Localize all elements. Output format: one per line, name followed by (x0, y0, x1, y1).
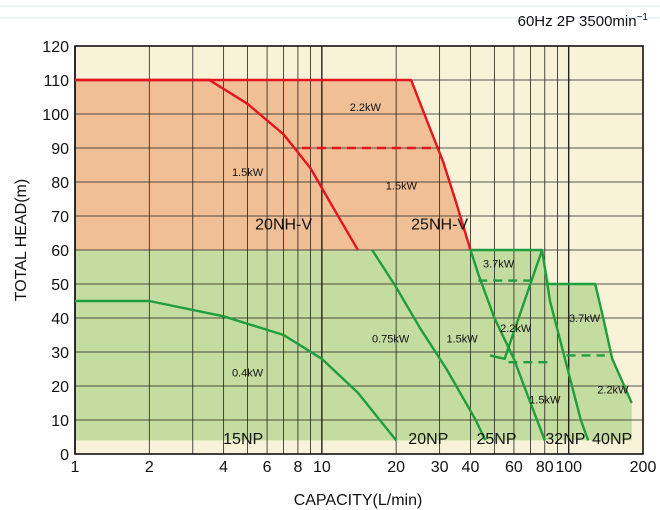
y-tick-label: 20 (51, 379, 69, 396)
region-label: 15NP (223, 431, 263, 448)
x-tick-label: 80 (536, 459, 554, 476)
plot-area: 1 2 4 6 8 10 20 30 40 60 80 100 20001020304050607080… (42, 39, 656, 476)
power-label: 1.5kW (232, 167, 264, 179)
x-tick-label: 1 (71, 459, 80, 476)
x-tick-label: 60 (505, 459, 523, 476)
region-label: 25NH-V (411, 217, 468, 234)
power-label: 2.2kW (500, 323, 532, 335)
x-tick-label: 4 (219, 459, 228, 476)
chart-subtitle: 60Hz 2P 3500min−1 (518, 12, 649, 30)
series-line (469, 249, 546, 441)
power-label: 2.2kW (350, 102, 382, 114)
y-tick-label: 0 (60, 447, 69, 464)
x-tick-label: 100 (555, 459, 582, 476)
y-tick-label: 70 (51, 209, 69, 226)
chart-subtitle-main: 60Hz 2P 3500min (518, 13, 637, 30)
x-tick-label: 20 (387, 459, 405, 476)
series-line (75, 78, 472, 251)
series-line (75, 299, 398, 442)
region-np-area (75, 250, 632, 441)
series-line (489, 248, 590, 441)
plot-frame (74, 45, 644, 455)
power-label: 1.5kW (529, 395, 561, 407)
region-label: 32NP (545, 431, 585, 448)
power-label: 0.4kW (232, 367, 264, 379)
y-axis-title: TOTAL HEAD(m) (13, 179, 30, 301)
power-label: 1.5kW (386, 180, 418, 192)
y-tick-label: 80 (51, 175, 69, 192)
x-tick-label: 30 (431, 459, 449, 476)
x-tick-label: 8 (293, 459, 302, 476)
x-tick-label: 200 (630, 459, 657, 476)
x-axis-title: CAPACITY(L/min) (294, 492, 423, 509)
series-line (371, 249, 487, 441)
y-tick-label: 40 (51, 311, 69, 328)
y-tick-label: 110 (43, 73, 69, 90)
region-label: 20NP (408, 431, 448, 448)
x-tick-label: 10 (313, 459, 331, 476)
x-tick-label: 40 (462, 459, 480, 476)
power-label: 0.75kW (372, 333, 410, 345)
x-tick-label: 2 (145, 459, 154, 476)
region-label: 40NP (592, 431, 632, 448)
y-tick-label: 50 (51, 277, 69, 294)
y-tick-label: 120 (42, 39, 69, 56)
y-tick-label: 90 (51, 141, 69, 158)
region-label: 20NH-V (255, 217, 312, 234)
y-tick-label: 10 (51, 413, 69, 430)
power-label: 2.2kW (597, 384, 629, 396)
region-nh-area (75, 80, 471, 250)
y-tick-label: 60 (51, 243, 69, 260)
chart-subtitle-superscript: −1 (637, 12, 649, 23)
region-label: 25NP (476, 431, 516, 448)
power-label: 3.7kW (569, 313, 601, 325)
series-line (544, 282, 633, 404)
power-label: 3.7kW (483, 259, 515, 271)
x-tick-label: 6 (263, 459, 272, 476)
y-tick-label: 100 (42, 107, 69, 124)
power-label: 1.5kW (447, 333, 479, 345)
y-tick-label: 30 (51, 345, 69, 362)
